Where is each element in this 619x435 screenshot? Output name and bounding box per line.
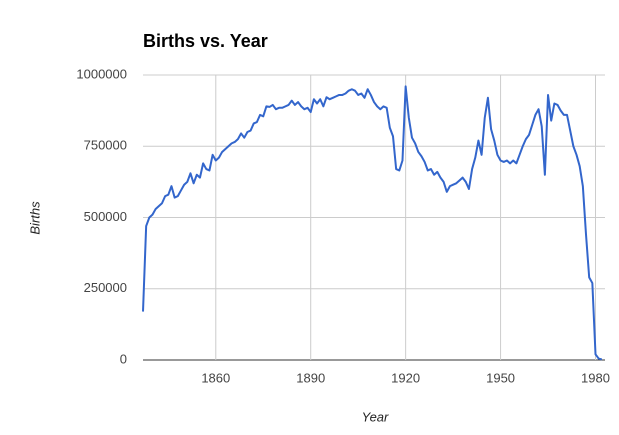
data-line: [142, 85, 603, 361]
grid: [143, 74, 605, 361]
chart-title: Births vs. Year: [143, 31, 268, 51]
y-tick-label: 750000: [84, 138, 127, 153]
x-tick-label: 1980: [581, 370, 610, 385]
y-tick-label: 0: [120, 351, 127, 366]
y-axis-title: Births: [27, 201, 42, 235]
x-tick-label: 1950: [486, 370, 515, 385]
x-tick-label: 1890: [296, 370, 325, 385]
plot-area: [142, 85, 603, 361]
x-axis-title: Year: [362, 409, 389, 424]
x-tick-label: 1920: [391, 370, 420, 385]
x-tick-label: 1860: [201, 370, 230, 385]
y-tick-label: 500000: [84, 209, 127, 224]
y-tick-label: 1000000: [76, 66, 127, 81]
y-tick-label: 250000: [84, 280, 127, 295]
